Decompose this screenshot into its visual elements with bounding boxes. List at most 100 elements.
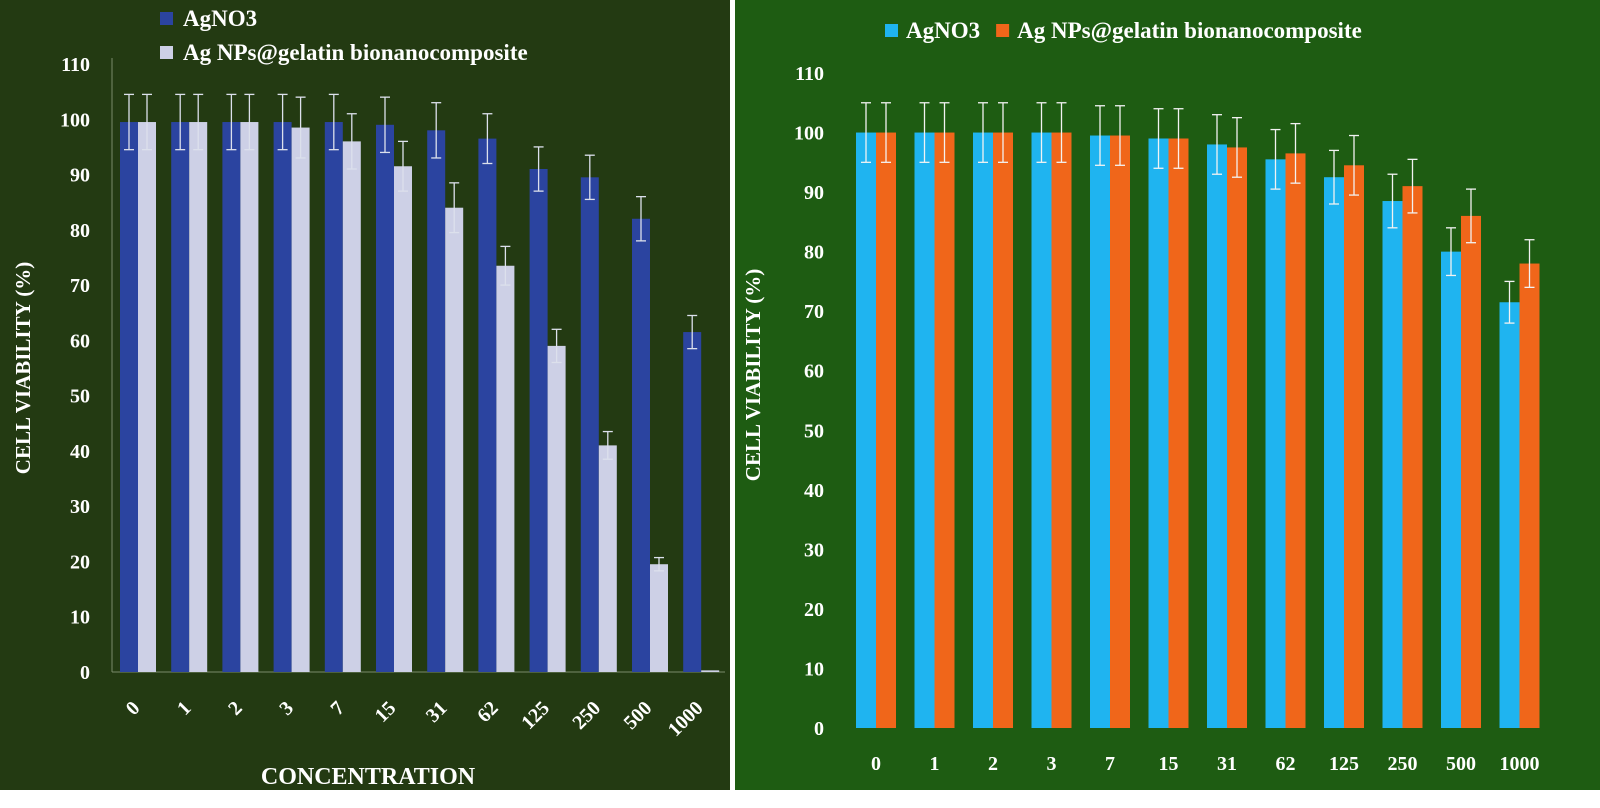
bar [1499, 302, 1520, 728]
y-tick-label: 40 [70, 441, 90, 463]
y-tick-label: 80 [804, 242, 824, 264]
bar [496, 265, 515, 672]
bar [1441, 251, 1461, 729]
y-tick-label: 90 [804, 182, 824, 204]
bar [973, 132, 993, 728]
y-tick-label: 30 [804, 539, 824, 561]
x-tick-label: 2 [988, 753, 998, 775]
x-tick-label: 0 [871, 753, 881, 775]
bar [1227, 147, 1247, 728]
y-tick-label: 0 [814, 718, 824, 740]
x-tick-label: 62 [1276, 753, 1296, 775]
bar [1285, 153, 1306, 729]
y-axis-label: CELL VIABILITY (%) [11, 262, 35, 474]
y-tick-label: 100 [60, 109, 90, 131]
bar [376, 124, 394, 673]
bar [547, 345, 566, 672]
bar [189, 122, 208, 672]
bar [291, 127, 310, 672]
bar [934, 132, 955, 728]
x-tick-label: 1 [930, 753, 940, 775]
bar [1461, 215, 1481, 729]
x-tick-label: 500 [1446, 753, 1476, 775]
x-tick-label: 7 [1105, 753, 1115, 775]
y-tick-label: 70 [804, 301, 824, 323]
x-tick-label: 3 [1047, 753, 1057, 775]
bar [1168, 138, 1189, 728]
legend: AgNO3 Ag NPs@gelatin bionanocomposite [885, 18, 1362, 44]
bar [1324, 177, 1344, 729]
y-tick-label: 0 [80, 662, 90, 684]
bar [580, 177, 599, 673]
y-tick-label: 50 [70, 386, 90, 408]
y-tick-label: 60 [70, 330, 90, 352]
bar [1265, 159, 1286, 728]
bar [342, 141, 361, 672]
bar [683, 332, 702, 672]
y-tick-label: 80 [70, 220, 90, 242]
x-tick-label: 31 [1217, 753, 1237, 775]
legend-swatch [160, 46, 173, 59]
bar [632, 218, 650, 672]
bar [856, 132, 876, 728]
bar [240, 122, 259, 672]
bar [427, 130, 446, 672]
y-tick-label: 20 [70, 551, 90, 573]
x-tick-label: 15 [1159, 753, 1179, 775]
legend-swatch [996, 24, 1010, 37]
legend: AgNO3 Ag NPs@gelatin bionanocomposite [160, 6, 528, 66]
bar [1148, 138, 1169, 728]
bar [529, 169, 548, 672]
legend-swatch [885, 24, 898, 37]
y-tick-label: 110 [795, 63, 824, 85]
bar [171, 122, 190, 672]
y-tick-label: 100 [794, 123, 824, 145]
bar [1402, 186, 1423, 729]
bar [273, 122, 292, 672]
y-tick-label: 10 [804, 658, 824, 680]
y-tick-label: 60 [804, 361, 824, 383]
bar [1207, 144, 1227, 729]
bar [478, 138, 497, 673]
bar [1382, 201, 1403, 729]
chart-panel-left: 0 10 20 30 40 50 60 70 80 90 100 110 CELL VIABILITY … [0, 0, 730, 790]
bar [598, 445, 617, 672]
y-tick-label: 20 [804, 599, 824, 621]
bar [1090, 135, 1110, 729]
bar [1031, 132, 1052, 728]
y-tick-label: 90 [70, 165, 90, 187]
bar [120, 122, 138, 672]
y-tick-label: 70 [70, 275, 90, 297]
bar [1051, 132, 1072, 728]
bar [1110, 135, 1130, 729]
bar [222, 122, 241, 672]
legend-swatch [160, 12, 173, 25]
bar [701, 670, 720, 672]
bar [914, 132, 935, 728]
y-tick-label: 110 [61, 54, 90, 76]
x-tick-label: 1000 [1500, 753, 1540, 775]
legend-label: AgNO3 [183, 6, 257, 31]
x-axis-label: CONCENTRATION [261, 764, 476, 790]
bar [650, 564, 668, 672]
bar [876, 132, 896, 728]
bar [1344, 165, 1364, 728]
legend-label: Ag NPs@gelatin bionanocomposite [183, 40, 528, 66]
y-tick-label: 10 [70, 607, 90, 629]
bar [1519, 263, 1540, 728]
bar [445, 207, 464, 672]
y-tick-label: 50 [804, 420, 824, 442]
y-tick-label: 30 [70, 496, 90, 518]
bar [138, 122, 156, 672]
bar [993, 132, 1013, 728]
x-tick-label: 250 [1388, 753, 1418, 775]
y-tick-label: 40 [804, 480, 824, 502]
bar [324, 122, 343, 672]
bar [394, 166, 412, 672]
x-tick-label: 125 [1329, 753, 1359, 775]
legend-label: Ag NPs@gelatin bionanocomposite [1017, 18, 1362, 44]
legend-label: AgNO3 [906, 18, 980, 43]
y-axis-label: CELL VIABILITY (%) [741, 269, 765, 481]
